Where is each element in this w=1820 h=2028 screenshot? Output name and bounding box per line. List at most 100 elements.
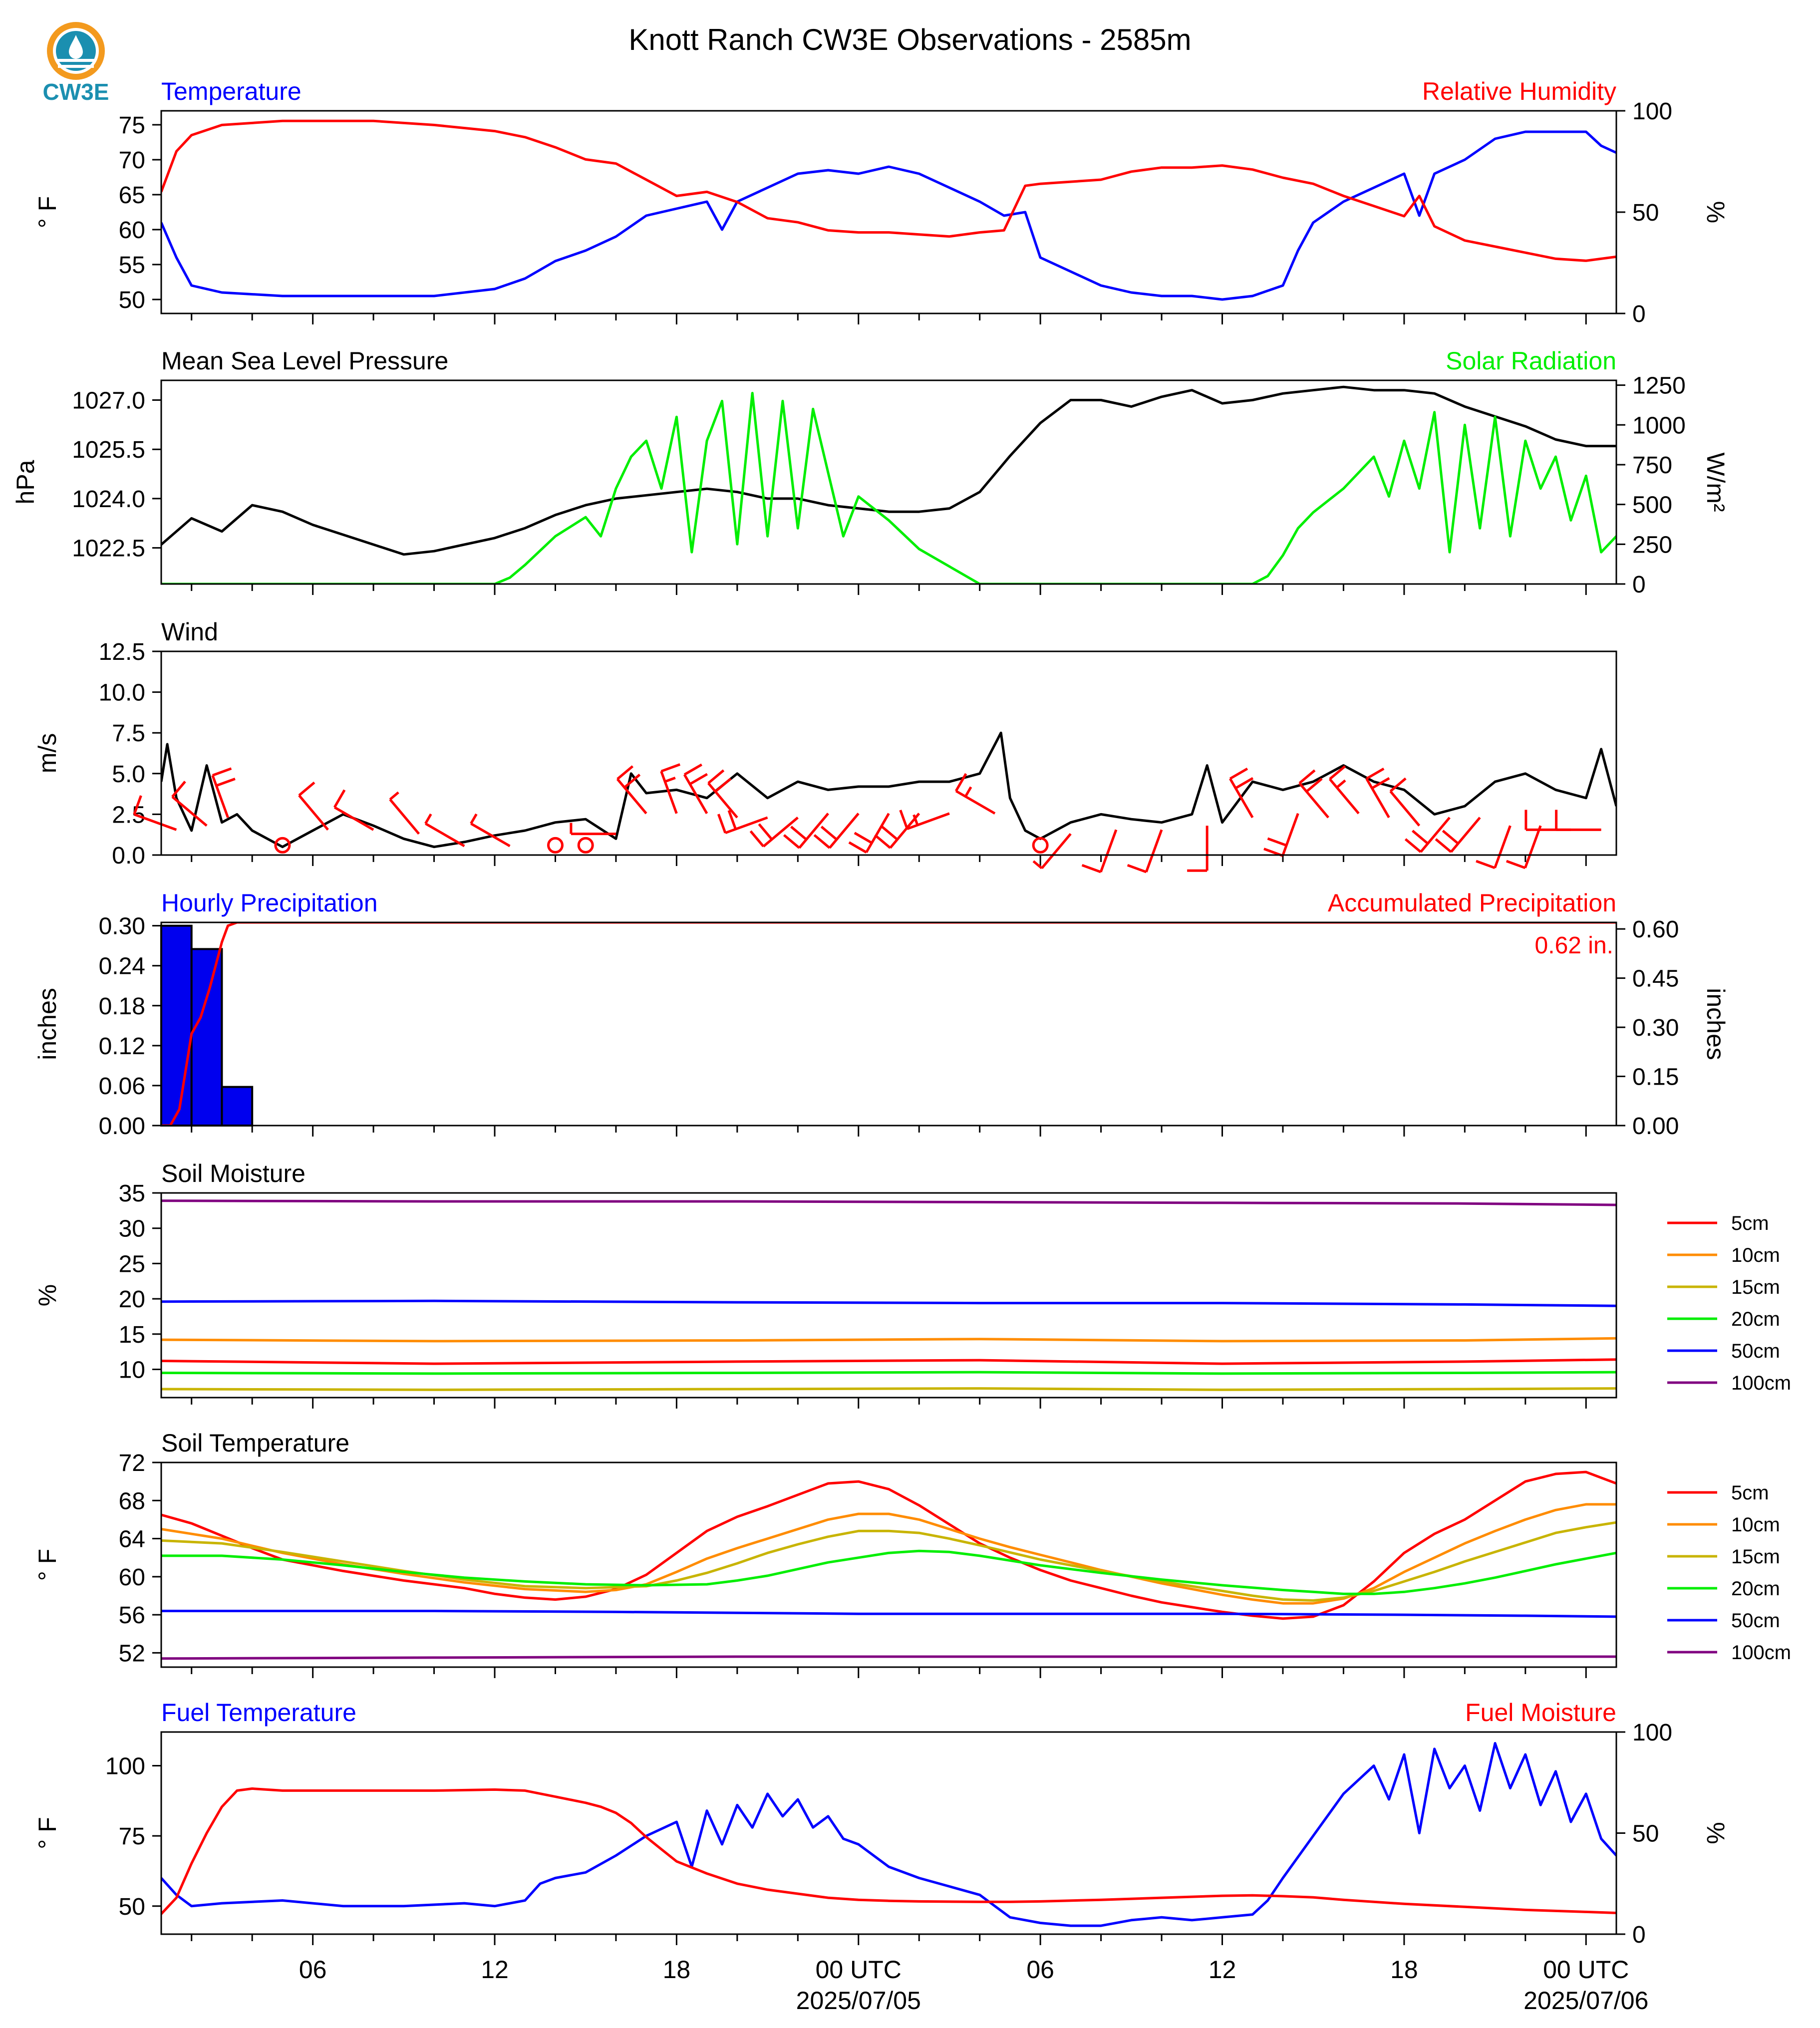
wind-barb <box>1420 817 1451 853</box>
panel-4: Soil Moisture 10 15 20 25 30 35% 5cm 10cm 15cm 20c… <box>33 1159 1791 1409</box>
wind-barb-flag <box>749 830 765 848</box>
wind-barb-flag <box>874 834 891 849</box>
wind-barb <box>1041 833 1072 869</box>
y-axis-label: ° F <box>33 196 61 228</box>
legend-label: 15cm <box>1731 1276 1780 1298</box>
y-tick-label: 64 <box>119 1526 145 1553</box>
wind-barb <box>1365 778 1390 819</box>
y-tick-label: 15 <box>119 1322 145 1348</box>
logo-wave-2 <box>58 65 94 68</box>
panel-frame <box>160 650 1617 856</box>
x-tick-label: 00 UTC <box>816 1956 902 1984</box>
series-line-0 <box>161 731 1616 849</box>
panel-frame <box>160 379 1617 585</box>
wind-barb <box>333 806 374 831</box>
series-line-4 <box>161 1610 1616 1618</box>
x-tick-label: 12 <box>1209 1956 1236 1984</box>
panel-6: Fuel Temperature Fuel Moisture 50 75 100 ° F 0… <box>33 1699 1730 2015</box>
wind-barb-flag <box>912 814 919 826</box>
wind-barb <box>298 794 329 831</box>
wind-barb-flag <box>1298 769 1316 784</box>
y-axis-label: hPa <box>11 460 39 504</box>
y-tick-label: 56 <box>119 1602 145 1629</box>
y-tick-label: 55 <box>119 252 145 279</box>
panel-0: Temperature Relative Humidity 50 55 60 65 70 75… <box>33 77 1730 327</box>
panel-3: Hourly Precipitation Accumulated Precipit… <box>33 889 1730 1140</box>
y-axis-label: ° F <box>33 1817 61 1849</box>
wind-barb-flag <box>1127 864 1147 873</box>
legend-label: 100cm <box>1731 1372 1791 1394</box>
wind-barb-flag <box>683 763 703 776</box>
wind-barb-flag <box>820 826 838 841</box>
panel-left-title: Fuel Temperature <box>161 1699 356 1727</box>
precip-bar <box>221 1086 254 1127</box>
y-right-axis-label: % <box>1702 201 1730 223</box>
legend: 5cm 10cm 15cm 20cm 50cm 100cm <box>1667 1482 1791 1664</box>
wind-barb <box>1281 813 1299 857</box>
wind-barb-flag <box>1442 830 1459 845</box>
wind-barb-flag <box>758 823 773 841</box>
wind-barb-calm <box>577 837 594 854</box>
legend-label: 100cm <box>1731 1642 1791 1664</box>
wind-barb <box>1524 825 1542 869</box>
y-right-tick-label: 750 <box>1632 452 1672 479</box>
wind-barb-flag <box>881 826 899 841</box>
series-line-0 <box>161 385 1616 556</box>
y-right-tick-label: 500 <box>1632 492 1672 519</box>
y-tick-label: 50 <box>119 1894 145 1920</box>
wind-barb-flag <box>616 765 634 780</box>
wind-barb-flag <box>727 810 737 830</box>
y-tick-label: 60 <box>119 1564 145 1591</box>
y-tick-label: 52 <box>119 1640 145 1667</box>
wind-barb-flag <box>1032 860 1043 869</box>
y-tick-label: 75 <box>119 1823 145 1850</box>
y-tick-label: 68 <box>119 1488 145 1514</box>
x-tick-label: 06 <box>299 1956 327 1984</box>
wind-barb <box>425 822 465 848</box>
y-tick-label: 20 <box>119 1286 145 1313</box>
wind-barb <box>470 822 511 848</box>
series-line-1 <box>161 1503 1616 1605</box>
wind-barb <box>171 796 208 827</box>
wind-barb-flag <box>212 767 232 777</box>
series-line-2 <box>161 1521 1616 1602</box>
wind-barb-flag <box>216 777 236 787</box>
wind-barb-flag <box>298 781 315 797</box>
y-tick-label: 30 <box>119 1216 145 1242</box>
series-line-1 <box>161 1787 1616 1915</box>
wind-barb <box>829 813 860 849</box>
wind-barb <box>211 775 229 818</box>
wind-barb <box>762 817 799 848</box>
legend-label: 20cm <box>1731 1308 1780 1330</box>
wind-barb-flag <box>1412 830 1429 845</box>
y-right-tick-label: 50 <box>1632 1821 1659 1847</box>
y-right-axis-label: % <box>1702 1822 1730 1844</box>
wind-barb-flag <box>623 774 641 789</box>
wind-barb-flag <box>1389 777 1407 793</box>
series-line-4 <box>161 1299 1616 1307</box>
y-right-tick-label: 0.45 <box>1632 966 1679 992</box>
y-tick-label: 100 <box>105 1753 145 1780</box>
panel-right-title: Solar Radiation <box>1446 347 1616 375</box>
logo-droplet-icon <box>69 35 83 59</box>
y-right-tick-label: 0.60 <box>1632 916 1679 943</box>
y-right-tick-label: 100 <box>1632 98 1672 125</box>
figure-title: Knott Ranch CW3E Observations - 2585m <box>628 23 1191 56</box>
series-line-2 <box>161 1387 1616 1391</box>
legend-label: 50cm <box>1731 1340 1780 1362</box>
wind-barb <box>1494 825 1512 869</box>
wind-barb-calm <box>274 837 291 854</box>
wind-barb-flag <box>848 841 867 854</box>
series-line-0 <box>161 1358 1616 1365</box>
panels: Temperature Relative Humidity 50 55 60 65 70 75… <box>11 77 1791 2015</box>
panel-frame <box>160 1731 1617 1935</box>
wind-barb-flag <box>333 789 346 808</box>
legend-label: 5cm <box>1731 1212 1769 1234</box>
wind-barb <box>1099 829 1118 872</box>
panel-frame <box>160 1461 1617 1668</box>
series-line-0 <box>161 130 1616 301</box>
y-tick-label: 65 <box>119 182 145 209</box>
wind-barb-flag <box>717 814 727 834</box>
wind-barb-flag <box>389 791 399 801</box>
